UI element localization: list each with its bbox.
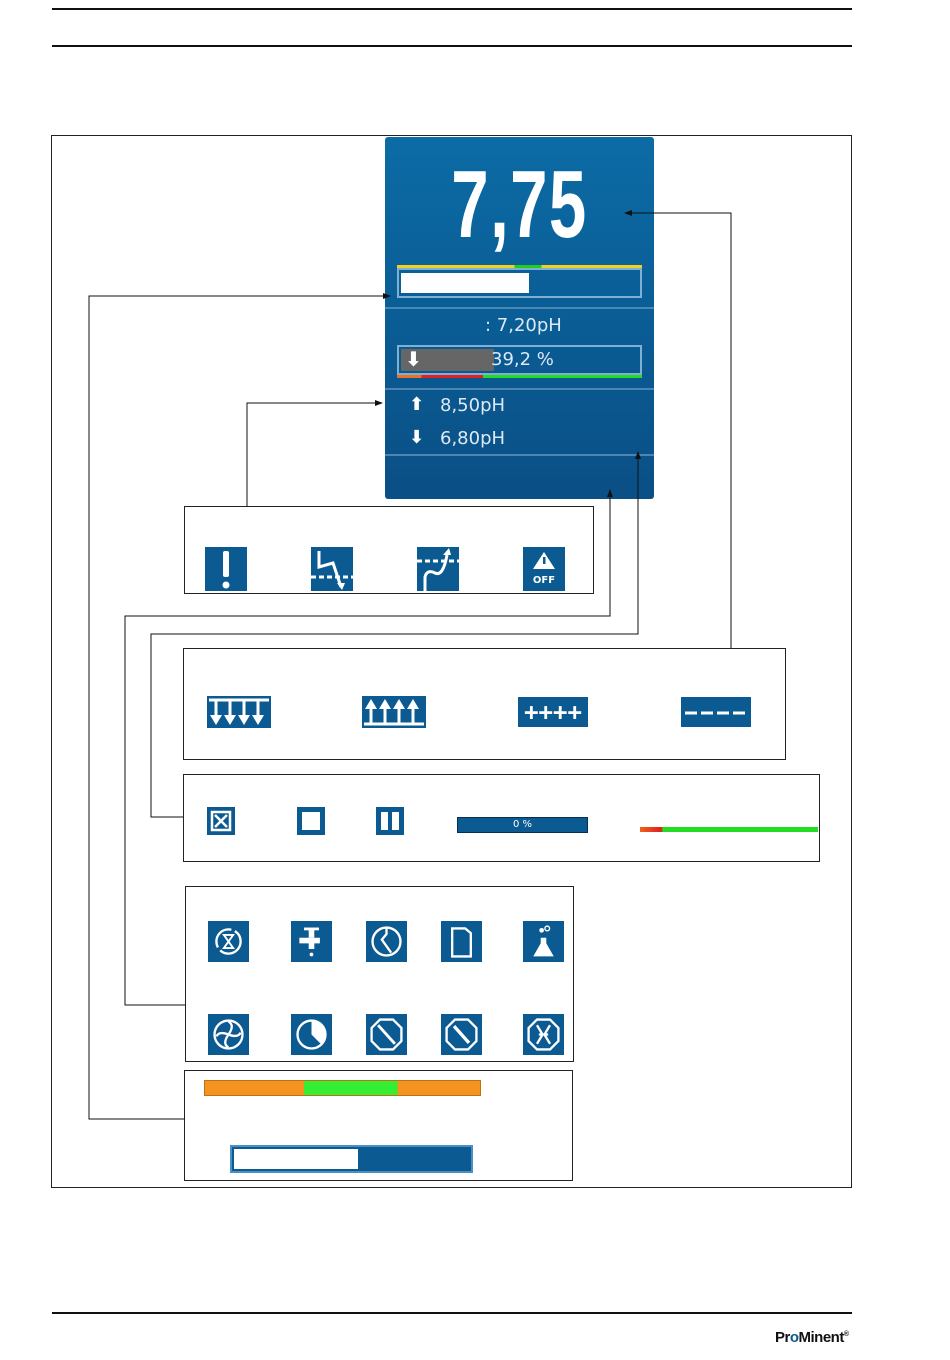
warning-exclamation-icon xyxy=(205,547,247,591)
trend-icons-panel: ++++ xyxy=(183,648,786,760)
limit-overshoot-icon xyxy=(417,547,459,591)
svg-text:++++: ++++ xyxy=(524,698,582,726)
range-indicator-bar xyxy=(397,265,642,268)
figure-frame xyxy=(51,135,852,1188)
connector-status xyxy=(124,489,613,1006)
separator xyxy=(385,388,654,390)
faucet-icon xyxy=(291,921,332,962)
connector-limits xyxy=(246,400,383,507)
lower-limit: 6,80pH xyxy=(440,428,506,449)
trend-up-icon xyxy=(362,696,426,728)
lab-flask-icon xyxy=(523,921,564,962)
fault-icon xyxy=(523,1014,564,1055)
footer-rule xyxy=(52,1312,852,1314)
clock-icon xyxy=(291,1014,332,1055)
measured-bar-fill xyxy=(401,273,529,293)
cycle-timer-icon xyxy=(208,921,249,962)
tolerance-range-bar xyxy=(204,1080,481,1096)
underrange-minus-icon xyxy=(681,697,751,727)
canister-icon xyxy=(441,921,482,962)
alarm-off-icon: OFF xyxy=(523,547,565,591)
upper-limit: 8,50pH xyxy=(440,395,506,416)
progress-bar: 0 % xyxy=(457,817,588,833)
measured-value-bar-fill xyxy=(234,1149,359,1169)
connector-state xyxy=(150,451,641,818)
arrow-up-icon: ⬆ xyxy=(409,394,425,415)
arrow-down-icon: ⬇ xyxy=(409,427,425,448)
connector-measured-value xyxy=(624,210,732,648)
separator xyxy=(385,454,654,456)
separator xyxy=(385,307,654,309)
arrow-down-icon: ⬇ xyxy=(405,347,422,371)
trend-down-icon xyxy=(207,696,271,728)
measured-value: 7,75 xyxy=(451,151,588,258)
setpoint-value: : 7,20pH xyxy=(485,315,562,336)
measured-bar xyxy=(397,268,642,298)
status-icons-panel xyxy=(185,886,574,1062)
connector-measured-bar xyxy=(88,293,391,1120)
stop-icon xyxy=(297,807,325,835)
sensor-fault-icon xyxy=(366,1014,407,1055)
limit-undershoot-icon xyxy=(311,547,353,591)
control-output-fill xyxy=(401,349,494,371)
stop-crossed-icon xyxy=(207,807,235,835)
pump-icon xyxy=(208,1014,249,1055)
pause-icon xyxy=(376,807,404,835)
controller-display: 7,75 : 7,20pH ⬇ 39,2 % ⬆ 8,50pH ⬇ 6,80pH xyxy=(385,137,654,499)
range-bar xyxy=(640,827,818,832)
sensor-clock-icon xyxy=(366,921,407,962)
svg-text:OFF: OFF xyxy=(533,575,555,586)
maintenance-icon xyxy=(441,1014,482,1055)
state-icons-panel: 0 % xyxy=(183,774,820,862)
header-rule-top xyxy=(52,8,852,10)
measured-value-bar xyxy=(230,1145,473,1173)
bar-legend-panel xyxy=(184,1070,573,1181)
prominent-logo: ProMinent® xyxy=(775,1329,849,1346)
header-rule-bottom xyxy=(52,45,852,47)
control-output-bar: ⬇ 39,2 % xyxy=(397,345,642,375)
control-range-bar xyxy=(397,375,642,378)
limit-icons-panel: OFF xyxy=(184,506,594,594)
progress-label: 0 % xyxy=(512,819,533,830)
control-output-value: 39,2 % xyxy=(491,349,554,370)
overrange-plus-icon: ++++ xyxy=(518,697,588,727)
